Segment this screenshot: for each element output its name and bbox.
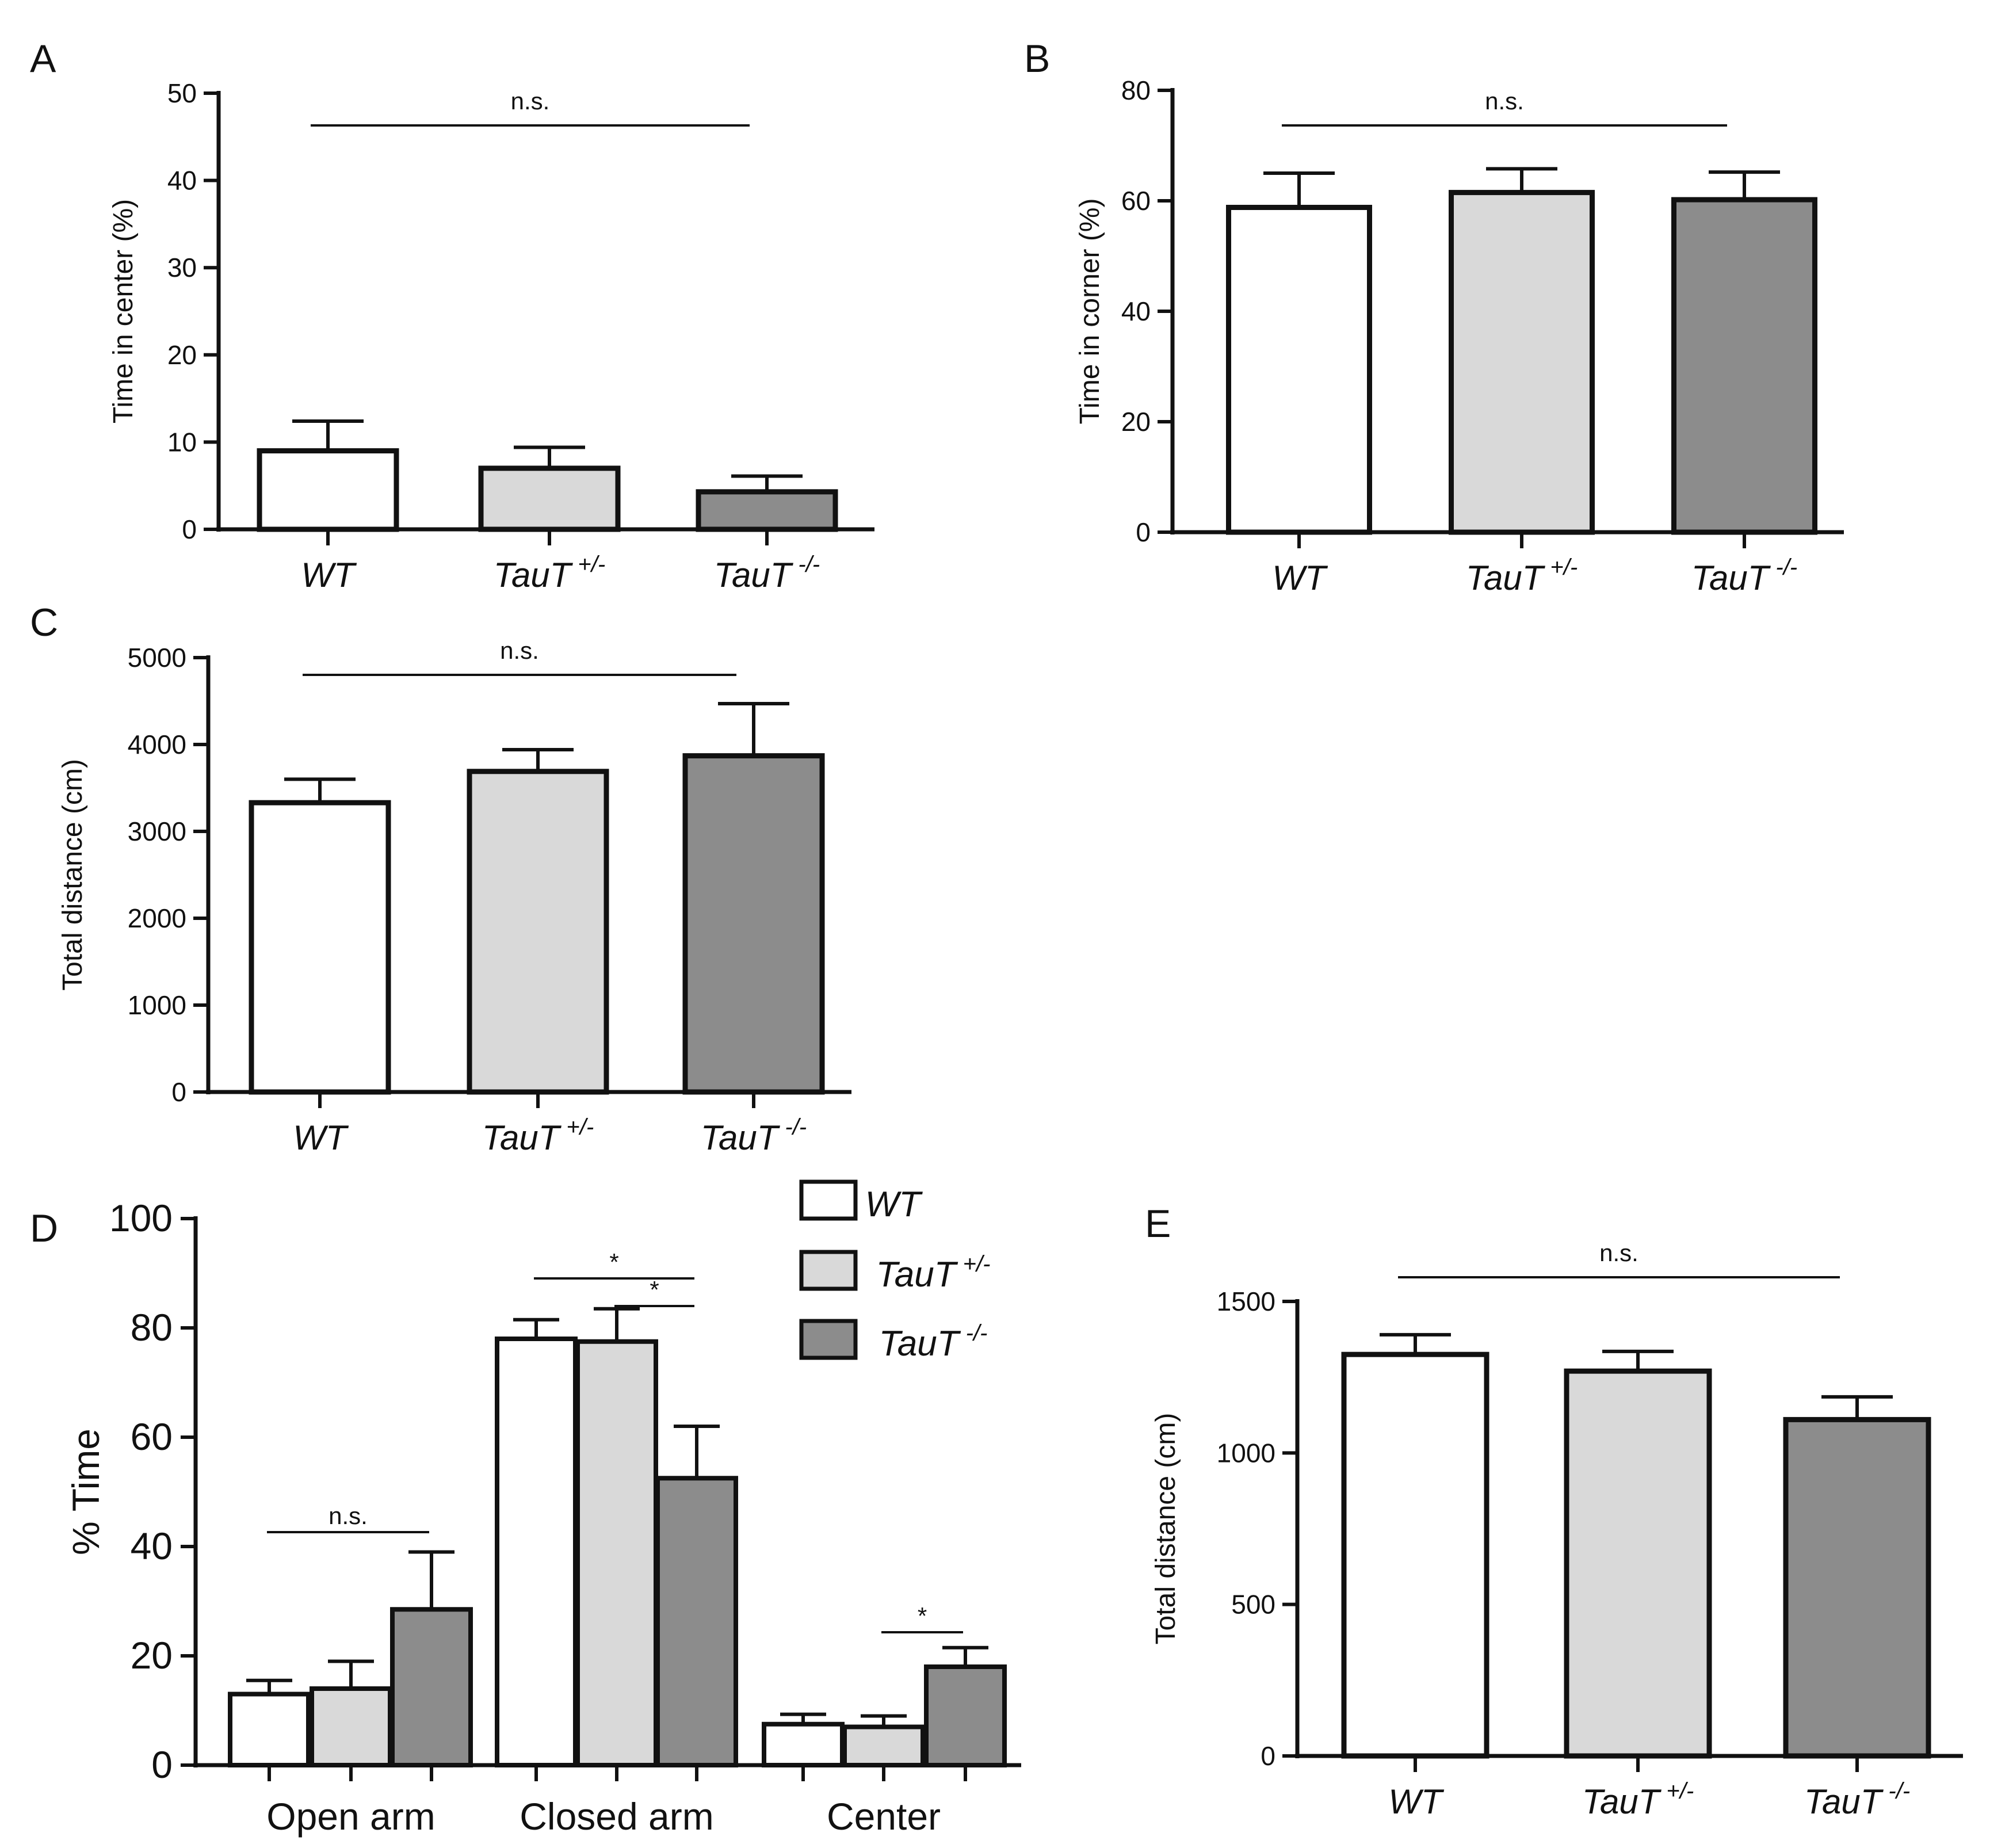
y-tick-label: 50 [167,78,197,108]
significance-label: n.s. [1599,1239,1638,1266]
bar [655,1476,738,1767]
significance-label: * [609,1248,618,1276]
significance-label: n.s. [1485,87,1524,114]
x-tick-label: TauT +/- [482,1114,594,1157]
y-tick-label: 60 [1121,186,1151,216]
y-tick-label: 3000 [128,816,186,846]
bar [478,465,621,532]
panel-a: A 0 10 20 30 40 50 WT TauT +/- TauT -/- Time in cent… [30,37,874,594]
y-axis-label: Total distance (cm) [58,759,88,991]
x-tick-label: WT [1388,1782,1445,1821]
x-tick-label: Open arm [266,1795,435,1838]
x-tick-label: Closed arm [520,1795,713,1838]
bar [1226,205,1372,535]
y-tick-label: 2000 [128,903,186,933]
bar [257,448,399,532]
x-tick-label: TauT -/- [701,1114,807,1157]
legend-label: WT [865,1185,923,1224]
y-axis-label: % Time [64,1429,107,1555]
panel-letter: E [1145,1202,1171,1246]
bar [1341,1351,1489,1759]
y-tick-label: 20 [1121,407,1151,437]
bar [390,1607,473,1767]
y-tick-label: 0 [151,1743,173,1786]
significance-label: * [918,1602,927,1629]
x-tick-label: TauT -/- [1804,1778,1910,1821]
panel-letter: B [1024,37,1050,81]
y-tick-label: 80 [131,1306,173,1349]
x-tick-label: WT [1272,559,1328,597]
panel-letter: D [30,1206,58,1250]
y-tick-label: 0 [1261,1741,1275,1771]
x-tick-label: WT [301,556,357,594]
x-tick-label: TauT +/- [494,552,605,594]
y-tick-label: 40 [131,1525,173,1567]
significance-label: * [650,1276,659,1303]
panel-d: D 0 20 40 60 80 100 Open arm Closed arm Center % T… [30,1179,1021,1838]
y-tick-label: 40 [1121,296,1151,326]
panel-e: E 0 500 1000 1500 WT TauT +/- TauT -/- Total dista… [1145,1202,1963,1821]
bar [467,769,609,1095]
legend-swatch [799,1319,858,1360]
panel-c: C 0 1000 2000 3000 4000 5000 WT TauT +/- TauT -/- To… [30,601,851,1157]
y-tick-label: 30 [167,253,197,282]
bar [249,800,391,1095]
y-tick-label: 500 [1231,1590,1275,1620]
y-tick-label: 0 [182,514,197,544]
bar [1564,1368,1712,1759]
bar [1671,197,1817,535]
y-tick-label: 1500 [1217,1286,1275,1316]
x-tick-label: Center [827,1795,941,1838]
panel-b: B 0 20 40 60 80 WT TauT +/- TauT -/- Time in corner… [1024,37,1844,597]
panel-letter: A [30,37,56,81]
bar [762,1721,845,1767]
bar [310,1686,392,1767]
y-tick-label: 1000 [128,990,186,1020]
panel-letter: C [30,601,58,644]
significance-label: n.s. [329,1502,368,1529]
bar [575,1339,658,1767]
y-axis-label: Total distance (cm) [1151,1413,1181,1645]
x-tick-label: TauT +/- [1582,1778,1694,1821]
significance-label: n.s. [500,637,539,664]
y-axis-label: Time in corner (%) [1075,198,1105,425]
legend-label: TauT -/- [879,1320,988,1364]
x-tick-label: TauT -/- [714,552,820,594]
legend-label: TauT +/- [876,1251,991,1295]
legend-swatch [799,1250,858,1291]
y-tick-label: 20 [131,1634,173,1677]
x-tick-label: WT [293,1118,349,1157]
y-axis-label: Time in center (%) [108,199,139,423]
y-tick-label: 5000 [128,643,186,673]
bar [495,1337,578,1767]
bar [924,1664,1007,1767]
bar [228,1692,311,1767]
legend-swatch [799,1179,858,1221]
bar [842,1724,925,1767]
y-tick-label: 40 [167,166,197,196]
y-tick-label: 0 [171,1077,186,1107]
bar [696,489,838,532]
y-tick-label: 1000 [1217,1438,1275,1468]
y-tick-label: 60 [131,1415,173,1458]
y-tick-label: 0 [1136,517,1151,547]
bar [1449,190,1595,535]
bar [682,753,825,1095]
y-tick-label: 20 [167,340,197,370]
bar [1783,1416,1931,1759]
significance-label: n.s. [511,87,550,114]
y-tick-label: 4000 [128,730,186,759]
x-tick-label: TauT -/- [1691,555,1797,597]
y-tick-label: 10 [167,427,197,457]
y-tick-label: 80 [1121,75,1151,105]
x-tick-label: TauT +/- [1466,555,1578,597]
y-tick-label: 100 [109,1197,173,1239]
